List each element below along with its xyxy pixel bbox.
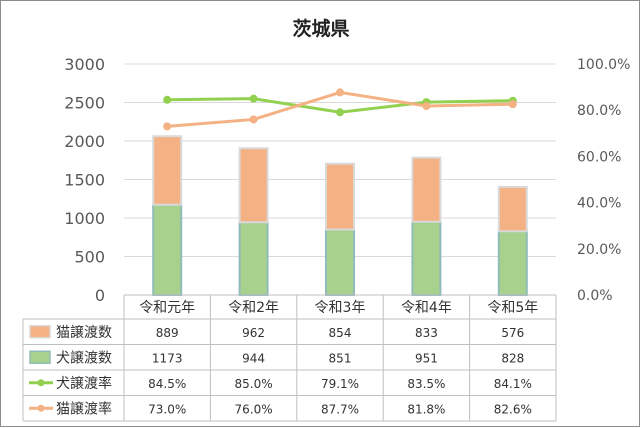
table-cell: 79.1% bbox=[321, 377, 359, 391]
table-cell: 84.1% bbox=[494, 377, 532, 391]
y-tick-label: 3000 bbox=[64, 55, 105, 74]
table-cell: 83.5% bbox=[407, 377, 445, 391]
bar-犬譲渡数-令和4年 bbox=[411, 220, 442, 296]
y2-tick-label: 20.0% bbox=[577, 242, 621, 258]
category-label: 令和3年 bbox=[315, 300, 366, 316]
table-cell: 889 bbox=[156, 326, 179, 340]
bar-犬譲渡数-令和5年 bbox=[497, 230, 528, 297]
bar-猫譲渡数-令和5年 bbox=[497, 185, 528, 233]
point-猫譲渡率-令和元年 bbox=[163, 122, 172, 131]
table-cell: 73.0% bbox=[148, 402, 186, 416]
bar-犬譲渡数-令和2年 bbox=[238, 221, 269, 296]
point-猫譲渡率-令和2年 bbox=[249, 115, 258, 124]
table-cell: 962 bbox=[242, 326, 265, 340]
y2-tick-label: 0.0% bbox=[577, 288, 613, 304]
table-cell: 828 bbox=[501, 351, 524, 365]
table-cell: 84.5% bbox=[148, 377, 186, 391]
table-cell: 82.6% bbox=[494, 402, 532, 416]
y-tick-label: 0 bbox=[95, 286, 105, 305]
table-cell: 76.0% bbox=[235, 402, 273, 416]
bars bbox=[152, 135, 528, 297]
bar-犬譲渡数-令和元年 bbox=[152, 203, 183, 296]
table-cell: 851 bbox=[329, 351, 352, 365]
legend-marker bbox=[37, 404, 45, 412]
category-label: 令和元年 bbox=[139, 300, 195, 316]
lines bbox=[163, 88, 517, 131]
category-label: 令和4年 bbox=[401, 300, 452, 316]
table-row-label: 犬譲渡率 bbox=[56, 375, 112, 392]
legend-marker bbox=[37, 379, 45, 387]
bar-猫譲渡数-令和2年 bbox=[238, 147, 269, 224]
table-row-label: 猫譲渡数 bbox=[56, 325, 112, 341]
y2-tick-label: 60.0% bbox=[577, 149, 621, 165]
table-cell: 944 bbox=[242, 351, 265, 365]
table-row-label: 犬譲渡数 bbox=[56, 350, 112, 366]
bar-猫譲渡数-令和4年 bbox=[411, 156, 442, 223]
y-tick-label: 1000 bbox=[64, 209, 105, 228]
category-label: 令和2年 bbox=[228, 300, 279, 316]
legend-swatch bbox=[29, 350, 51, 364]
point-猫譲渡率-令和3年 bbox=[336, 88, 344, 97]
chart-title: 茨城県 bbox=[292, 17, 349, 40]
table-cell: 951 bbox=[415, 351, 438, 365]
bar-犬譲渡数-令和3年 bbox=[325, 228, 355, 297]
legend-swatch bbox=[29, 325, 51, 339]
point-猫譲渡率-令和4年 bbox=[422, 102, 431, 111]
y-tick-label: 500 bbox=[74, 248, 105, 267]
point-犬譲渡率-令和元年 bbox=[163, 95, 172, 104]
point-犬譲渡率-令和2年 bbox=[249, 94, 258, 103]
axes: 0 500 1000 1500 2000 2500 3000 0.0% 20.0% 40.0% 60… bbox=[64, 55, 630, 305]
table-cell: 1173 bbox=[152, 351, 183, 365]
y2-tick-label: 100.0% bbox=[577, 57, 630, 73]
bar-猫譲渡数-令和3年 bbox=[325, 162, 355, 231]
y-tick-label: 1500 bbox=[64, 171, 105, 190]
y2-tick-label: 80.0% bbox=[577, 103, 621, 119]
table-cell: 81.8% bbox=[407, 402, 445, 416]
point-犬譲渡率-令和3年 bbox=[336, 108, 344, 117]
table-cell: 576 bbox=[501, 326, 524, 340]
table-cell: 87.7% bbox=[321, 402, 359, 416]
bar-猫譲渡数-令和元年 bbox=[152, 135, 183, 206]
y2-tick-label: 40.0% bbox=[577, 196, 621, 212]
point-猫譲渡率-令和5年 bbox=[508, 100, 517, 109]
category-label: 令和5年 bbox=[487, 300, 538, 316]
table-cell: 854 bbox=[329, 326, 352, 340]
table-cell: 85.0% bbox=[235, 377, 273, 391]
table-row-label: 猫譲渡率 bbox=[56, 400, 112, 417]
y-tick-label: 2000 bbox=[64, 132, 105, 151]
y-tick-label: 2500 bbox=[64, 94, 105, 113]
table-cell: 833 bbox=[415, 326, 438, 340]
